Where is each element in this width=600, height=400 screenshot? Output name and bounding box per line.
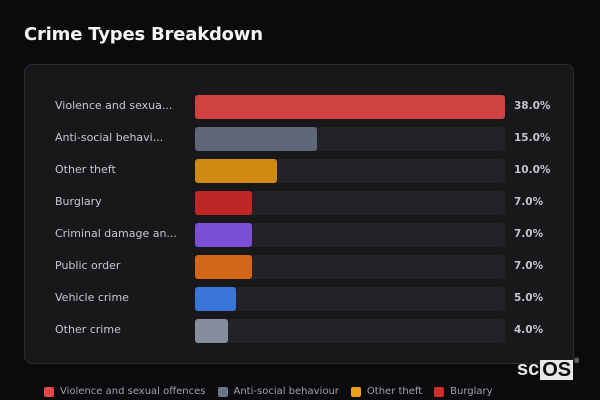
bar-track bbox=[195, 159, 505, 183]
bar-row: Other theft 10.0% bbox=[25, 159, 573, 183]
bar-track bbox=[195, 287, 505, 311]
legend-swatch-icon bbox=[44, 386, 54, 397]
legend-label: Violence and sexual offences bbox=[60, 386, 206, 397]
bar-track bbox=[195, 95, 505, 119]
bar-value: 4.0% bbox=[514, 324, 544, 336]
bar-label: Anti-social behavi... bbox=[55, 131, 164, 144]
bar-label: Burglary bbox=[55, 195, 102, 208]
legend-label: Anti-social behaviour bbox=[233, 386, 339, 397]
bar-fill[interactable] bbox=[195, 191, 253, 215]
bar-value: 15.0% bbox=[514, 132, 551, 144]
bar-row: Anti-social behavi... 15.0% bbox=[25, 127, 573, 151]
bar-fill[interactable] bbox=[195, 319, 228, 343]
bar-track bbox=[195, 223, 505, 247]
bar-value: 5.0% bbox=[514, 292, 544, 304]
chart-title: Crime Types Breakdown bbox=[24, 24, 263, 45]
bar-fill[interactable] bbox=[195, 159, 277, 183]
legend-item[interactable]: Burglary bbox=[434, 386, 493, 397]
bar-row: Other crime 4.0% bbox=[25, 319, 573, 343]
legend-item[interactable]: Other theft bbox=[350, 386, 423, 397]
watermark-boxed-text: OS bbox=[540, 358, 574, 381]
watermark-logo: sc OS ® bbox=[517, 358, 579, 381]
bar-track bbox=[195, 255, 505, 279]
chart-card: Violence and sexua... 38.0% Anti-social be… bbox=[24, 64, 574, 364]
legend-item[interactable]: Violence and sexual offences bbox=[44, 386, 206, 397]
bar-row: Criminal damage an... 7.0% bbox=[25, 223, 573, 247]
bar-fill[interactable] bbox=[195, 95, 505, 119]
legend-label: Other theft bbox=[366, 386, 423, 397]
bar-value: 7.0% bbox=[514, 196, 544, 208]
bar-label: Criminal damage an... bbox=[55, 227, 177, 240]
bar-fill[interactable] bbox=[195, 255, 253, 279]
bar-value: 38.0% bbox=[514, 100, 551, 112]
bar-label: Public order bbox=[55, 259, 121, 272]
bar-label: Violence and sexua... bbox=[55, 99, 173, 112]
bar-row: Public order 7.0% bbox=[25, 255, 573, 279]
legend-swatch-icon bbox=[217, 386, 228, 397]
bar-row: Violence and sexua... 38.0% bbox=[25, 95, 573, 119]
legend-swatch-icon bbox=[350, 386, 361, 397]
bar-value: 7.0% bbox=[514, 228, 544, 240]
bar-label: Other theft bbox=[55, 163, 116, 176]
bar-value: 10.0% bbox=[514, 164, 551, 176]
bar-fill[interactable] bbox=[195, 223, 253, 247]
watermark-text: sc bbox=[517, 358, 540, 380]
bar-track bbox=[195, 191, 505, 215]
bar-label: Vehicle crime bbox=[55, 291, 129, 304]
registered-mark-icon: ® bbox=[574, 358, 580, 365]
legend-swatch-icon bbox=[434, 386, 445, 397]
bar-value: 7.0% bbox=[514, 260, 544, 272]
chart-legend: Violence and sexual offences Anti-social … bbox=[44, 386, 493, 397]
bar-row: Vehicle crime 5.0% bbox=[25, 287, 573, 311]
bar-track bbox=[195, 127, 505, 151]
legend-label: Burglary bbox=[450, 386, 493, 397]
bar-track bbox=[195, 319, 505, 343]
bar-fill[interactable] bbox=[195, 287, 236, 311]
legend-item[interactable]: Anti-social behaviour bbox=[217, 386, 339, 397]
bar-row: Burglary 7.0% bbox=[25, 191, 573, 215]
bar-label: Other crime bbox=[55, 323, 121, 336]
bar-fill[interactable] bbox=[195, 127, 318, 151]
